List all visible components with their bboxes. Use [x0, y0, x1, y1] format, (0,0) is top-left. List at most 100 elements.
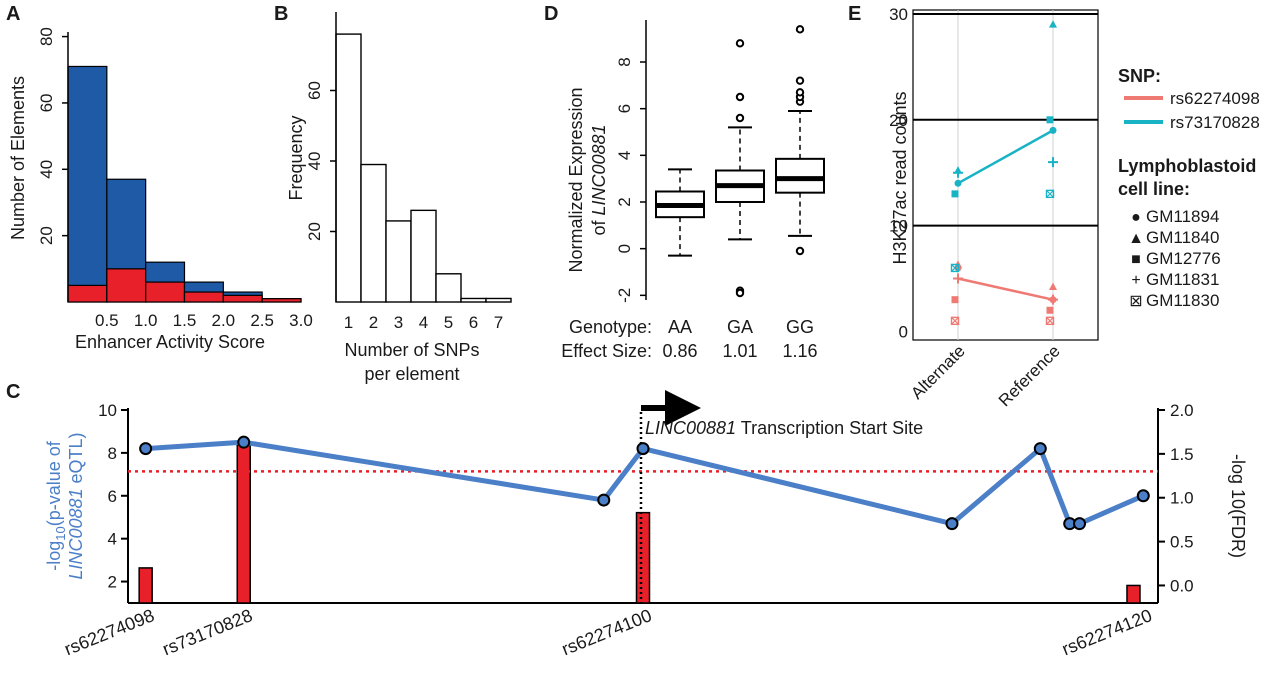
d-row-label-effect-size: Effect Size: [561, 341, 652, 361]
d-box-ga [715, 39, 765, 298]
b-bar [460, 297, 487, 303]
c-ylabel-gene: LINC00881 [66, 488, 86, 579]
c-tss-gene: LINC00881 [645, 418, 736, 438]
d-outlier [735, 92, 745, 102]
legend-snp-title: SNP: [1118, 66, 1161, 86]
legend-cell-lines: ● GM11894▲ GM11840 ■ GM12776 + GM11831⊠ GM11830 [1128, 207, 1221, 310]
c-y-tick-label-right: 1.5 [1170, 445, 1194, 464]
legend-cell-line-label: GM11840 [1146, 228, 1219, 247]
legend-cell-line-label: GM11831 [1146, 270, 1219, 289]
d-outlier [735, 39, 745, 48]
a-bar-red [145, 281, 186, 303]
b-bar [335, 33, 362, 303]
d-effect-size-label: 1.16 [782, 341, 817, 361]
a-x-ticks: 0.5 1.0 1.5 2.0 2.5 3.0 [95, 311, 313, 330]
c-ylabel-eqtl: eQTL) [66, 432, 86, 488]
c-eqtl-point [139, 442, 153, 456]
b-bar [360, 163, 387, 303]
b-bar [485, 297, 512, 303]
c-eqtl-point [945, 517, 959, 531]
e-y-axis-label: H3K27ac read counts [890, 91, 910, 264]
b-bar [385, 220, 412, 303]
c-eqtl-point [1136, 489, 1150, 503]
legend-marker-triangle: ▲ [1128, 230, 1144, 247]
a-x-tick-label: 3.0 [289, 311, 313, 330]
legend-cell-title-2: cell line: [1118, 179, 1190, 199]
legend-cell-line-label: GM11830 [1146, 291, 1219, 310]
panel-a: 20 40 60 80 0.5 1.0 1.5 2.0 2.5 3.0 Enhancer Act… [8, 27, 313, 352]
e-point-plus [953, 273, 963, 284]
c-y-tick-label-right: 1.0 [1170, 489, 1194, 508]
d-y-axis-label-gene: LINC00881 [589, 124, 609, 215]
c-y-tick-label-left: 2 [108, 573, 117, 592]
legend-label-rs73170828: rs73170828 [1170, 113, 1260, 132]
d-y-axis-label-of: of [589, 216, 609, 236]
c-eqtl-point [597, 493, 611, 507]
d-outlier [795, 25, 805, 34]
e-horizontal-lines [913, 13, 1098, 227]
d-genotype-label: AA [668, 317, 692, 337]
d-box-gg [775, 25, 825, 256]
c-fdr-bars [138, 441, 1141, 604]
b-y-ticks: 20 40 60 [305, 81, 336, 241]
a-y-tick-label: 40 [37, 160, 56, 179]
legend-label-rs62274098: rs62274098 [1170, 89, 1260, 108]
e-point-triangle [1049, 20, 1057, 28]
c-eqtl-point [636, 442, 650, 456]
d-outlier [795, 246, 805, 256]
b-y-tick-label: 20 [305, 222, 324, 241]
c-y-tick-label-right: 0.0 [1170, 576, 1194, 595]
b-x-tick-label: 7 [494, 313, 503, 332]
c-eqtl-points [139, 435, 1150, 531]
c-y-axis-label-left-line2: LINC00881 eQTL) [66, 432, 86, 579]
legend-marker-square: ■ [1131, 251, 1141, 268]
b-y-tick-label: 40 [305, 152, 324, 171]
c-fdr-bar [138, 567, 153, 604]
c-fdr-bar [1126, 584, 1141, 604]
d-y-tick-label: 8 [615, 57, 634, 66]
d-outlier [795, 76, 805, 85]
panel-letter-c: C [6, 381, 20, 403]
e-point-boxx [1045, 316, 1055, 326]
e-point-circle [954, 179, 962, 187]
a-y-ticks: 20 40 60 80 [37, 27, 68, 245]
e-x-label-reference: Reference [995, 341, 1064, 410]
d-y-tick-label: 0 [615, 244, 634, 253]
e-y-ticks: 0 10 20 30 [889, 5, 908, 341]
e-point-plus [1048, 157, 1058, 168]
c-y-tick-label-left: 8 [108, 444, 117, 463]
c-snp-label: rs73170828 [160, 605, 256, 659]
e-y-tick-label: 30 [889, 5, 908, 24]
a-bar-red [261, 298, 302, 303]
e-point-boxx [1045, 189, 1055, 199]
a-y-tick-label: 20 [37, 226, 56, 245]
e-point-square [1046, 306, 1054, 314]
panel-letter-e: E [848, 3, 861, 25]
c-y-ticks-right: 0.0 0.5 1.0 1.5 2.0 [1158, 401, 1194, 595]
a-x-tick-label: 1.0 [134, 311, 158, 330]
d-genotype-labels: AA 0.86 GA 1.01 GG 1.16 [662, 317, 817, 361]
e-legend: SNP: rs62274098 rs73170828 Lymphoblastoi… [1118, 66, 1260, 310]
c-snp-label: rs62274100 [559, 605, 655, 659]
e-point-square [1046, 116, 1054, 124]
a-x-tick-label: 1.5 [173, 311, 197, 330]
c-y-tick-label-left: 4 [108, 530, 117, 549]
b-bar [410, 209, 437, 303]
d-y-tick-label: 6 [615, 104, 634, 113]
e-point-boxx [950, 263, 960, 273]
panel-letter-b: B [274, 3, 288, 25]
e-point-plus [1048, 294, 1058, 305]
a-bar-total [67, 65, 108, 303]
a-y-axis-label: Number of Elements [8, 76, 28, 240]
e-y-tick-label: 10 [889, 217, 908, 236]
e-point-boxx [950, 316, 960, 326]
e-x-label-alternate: Alternate [907, 341, 969, 403]
b-x-tick-label: 3 [394, 313, 403, 332]
c-eqtl-point [1033, 442, 1047, 456]
a-bar-red [183, 291, 224, 303]
d-boxes [655, 25, 825, 298]
b-x-tick-label: 6 [469, 313, 478, 332]
e-plot-area [950, 20, 1058, 326]
